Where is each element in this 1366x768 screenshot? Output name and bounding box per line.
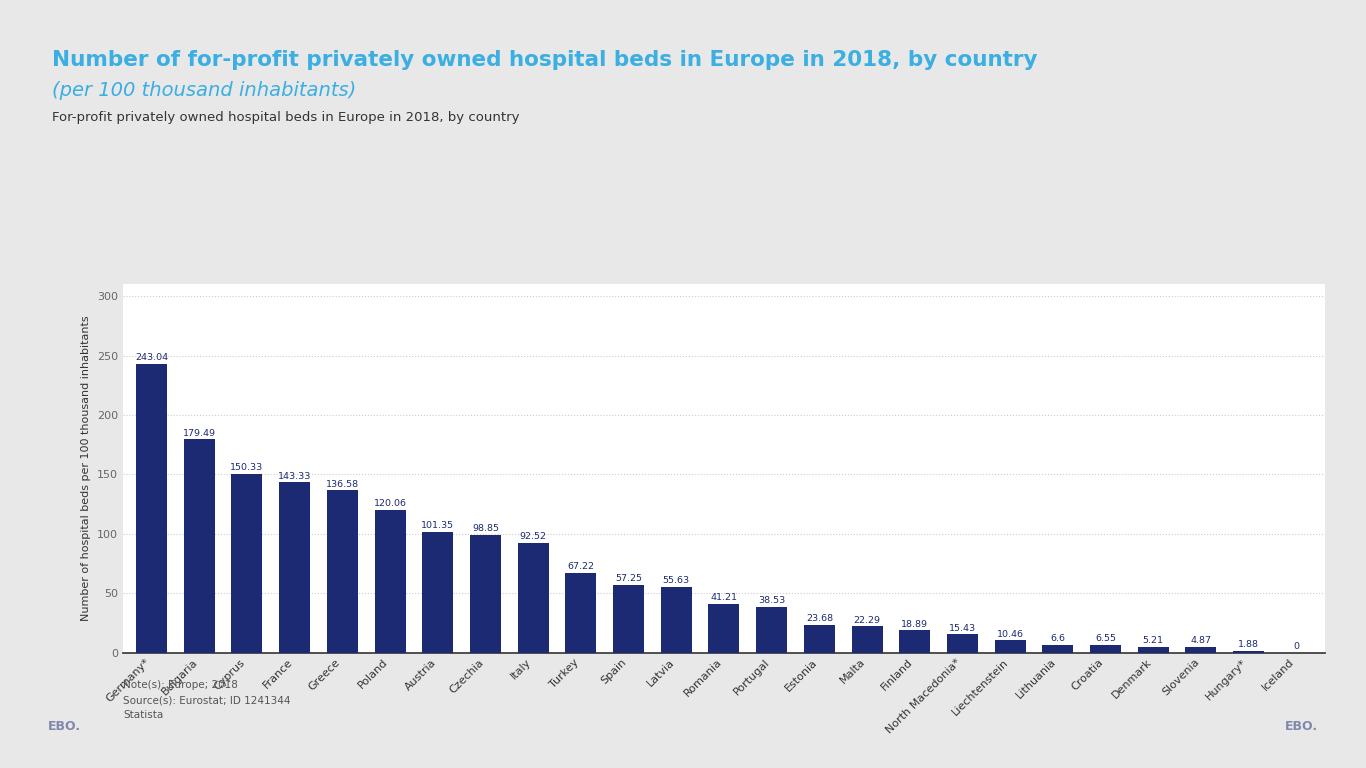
Bar xyxy=(947,634,978,653)
Text: 6.6: 6.6 xyxy=(1050,634,1065,643)
Text: 98.85: 98.85 xyxy=(473,525,499,534)
Text: 101.35: 101.35 xyxy=(421,521,455,531)
Text: 55.63: 55.63 xyxy=(663,576,690,585)
Text: 67.22: 67.22 xyxy=(567,562,594,571)
Text: 22.29: 22.29 xyxy=(854,615,881,624)
Bar xyxy=(422,532,454,653)
Bar xyxy=(709,604,739,653)
Text: Note(s): Europe; 2018: Note(s): Europe; 2018 xyxy=(123,680,238,690)
Bar xyxy=(566,573,597,653)
Text: 243.04: 243.04 xyxy=(135,353,168,362)
Bar xyxy=(279,482,310,653)
Bar xyxy=(613,584,645,653)
Bar xyxy=(1186,647,1217,653)
Bar xyxy=(326,491,358,653)
Text: 23.68: 23.68 xyxy=(806,614,833,623)
Text: Number of for-profit privately owned hospital beds in Europe in 2018, by country: Number of for-profit privately owned hos… xyxy=(52,50,1037,70)
Bar xyxy=(137,364,167,653)
Bar xyxy=(1042,645,1074,653)
Bar xyxy=(1138,647,1169,653)
Text: 143.33: 143.33 xyxy=(277,472,311,481)
Text: For-profit privately owned hospital beds in Europe in 2018, by country: For-profit privately owned hospital beds… xyxy=(52,111,519,124)
Bar xyxy=(803,624,835,653)
Bar xyxy=(994,641,1026,653)
Bar xyxy=(518,543,549,653)
Text: 10.46: 10.46 xyxy=(997,630,1023,638)
Text: 179.49: 179.49 xyxy=(183,429,216,438)
Text: 41.21: 41.21 xyxy=(710,593,738,602)
Text: 5.21: 5.21 xyxy=(1143,636,1164,645)
Text: Source(s): Eurostat; ID 1241344: Source(s): Eurostat; ID 1241344 xyxy=(123,695,291,705)
Text: 136.58: 136.58 xyxy=(326,479,359,488)
Bar xyxy=(1090,645,1121,653)
Text: 150.33: 150.33 xyxy=(231,463,264,472)
Bar xyxy=(374,510,406,653)
Text: 120.06: 120.06 xyxy=(373,499,407,508)
Text: 57.25: 57.25 xyxy=(615,574,642,583)
Bar xyxy=(661,587,691,653)
Bar xyxy=(470,535,501,653)
Text: 18.89: 18.89 xyxy=(902,620,929,628)
Bar xyxy=(757,607,787,653)
Y-axis label: Number of hospital beds per 100 thousand inhabitants: Number of hospital beds per 100 thousand… xyxy=(82,316,92,621)
Text: EBO.: EBO. xyxy=(48,720,81,733)
Bar xyxy=(231,474,262,653)
Bar xyxy=(899,631,930,653)
Text: 6.55: 6.55 xyxy=(1096,634,1116,644)
Bar xyxy=(851,626,882,653)
Text: EBO.: EBO. xyxy=(1285,720,1318,733)
Text: 1.88: 1.88 xyxy=(1238,640,1259,649)
Text: Statista: Statista xyxy=(123,710,163,720)
Text: 92.52: 92.52 xyxy=(519,532,546,541)
Text: 0: 0 xyxy=(1294,642,1299,651)
Text: 4.87: 4.87 xyxy=(1191,636,1212,645)
Text: 15.43: 15.43 xyxy=(949,624,977,633)
Bar xyxy=(1233,650,1264,653)
Text: (per 100 thousand inhabitants): (per 100 thousand inhabitants) xyxy=(52,81,357,100)
Text: 38.53: 38.53 xyxy=(758,596,785,605)
Bar xyxy=(184,439,214,653)
